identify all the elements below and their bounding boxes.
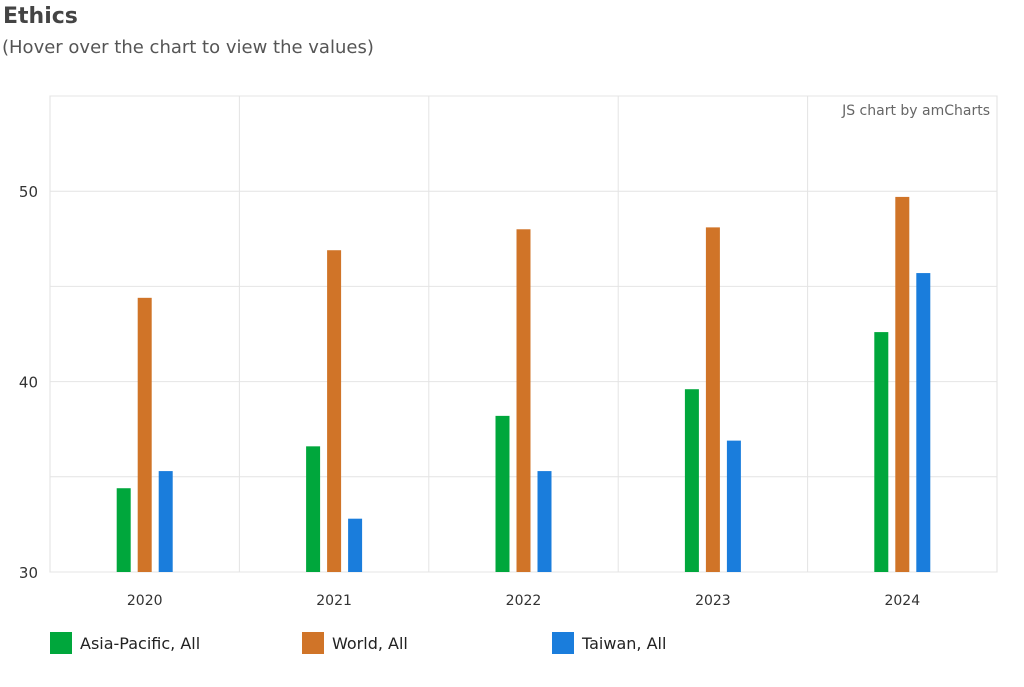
bar-world-all-2024[interactable]: [895, 196, 910, 573]
y-tick-label: 50: [19, 183, 38, 201]
legend-label: Taiwan, All: [582, 633, 667, 653]
y-tick-label: 30: [19, 564, 38, 582]
bar-taiwan-all-2020[interactable]: [158, 471, 173, 572]
bar-asia-pacific-all-2020[interactable]: [116, 488, 131, 572]
x-tick-label: 2022: [506, 593, 542, 609]
bar-chart: 30 40 50 2020 2021 2022 2023 2024 JS chart by …: [19, 95, 998, 609]
legend-item[interactable]: World, All: [302, 632, 408, 654]
bar-taiwan-all-2023[interactable]: [726, 440, 741, 572]
legend-swatch: [302, 632, 324, 654]
legend-swatch: [50, 632, 72, 654]
y-tick-label: 40: [19, 374, 38, 392]
chart-subtitle: (Hover over the chart to view the values…: [2, 37, 374, 58]
y-axis: 30 40 50: [19, 183, 38, 582]
x-tick-label: 2021: [316, 593, 352, 609]
bar-world-all-2020[interactable]: [137, 297, 152, 572]
bar-asia-pacific-all-2022[interactable]: [495, 415, 510, 572]
bar-asia-pacific-all-2023[interactable]: [684, 389, 699, 572]
bar-taiwan-all-2024[interactable]: [916, 273, 931, 572]
bar-world-all-2023[interactable]: [705, 227, 720, 572]
grid-lines: [49, 95, 998, 573]
bar-taiwan-all-2021[interactable]: [348, 518, 363, 572]
x-tick-label: 2024: [884, 593, 920, 609]
bar-asia-pacific-all-2024[interactable]: [874, 332, 889, 572]
legend-label: World, All: [332, 633, 408, 653]
chart-credit[interactable]: JS chart by amCharts: [841, 103, 990, 119]
x-axis: 2020 2021 2022 2023 2024: [127, 593, 920, 609]
bar-world-all-2021[interactable]: [327, 250, 342, 572]
bar-taiwan-all-2022[interactable]: [537, 471, 552, 572]
legend-item[interactable]: Taiwan, All: [552, 632, 666, 654]
x-tick-label: 2020: [127, 593, 163, 609]
legend-swatch: [552, 632, 574, 654]
legend-label: Asia-Pacific, All: [80, 633, 201, 653]
legend-item[interactable]: Asia-Pacific, All: [50, 632, 200, 654]
bar-asia-pacific-all-2021[interactable]: [306, 446, 321, 572]
x-tick-label: 2023: [695, 593, 731, 609]
bar-world-all-2022[interactable]: [516, 229, 531, 572]
chart-title: Ethics: [3, 4, 78, 29]
bars: [116, 196, 931, 573]
chart-legend: Asia-Pacific, All World, All Taiwan, All: [0, 632, 1024, 664]
